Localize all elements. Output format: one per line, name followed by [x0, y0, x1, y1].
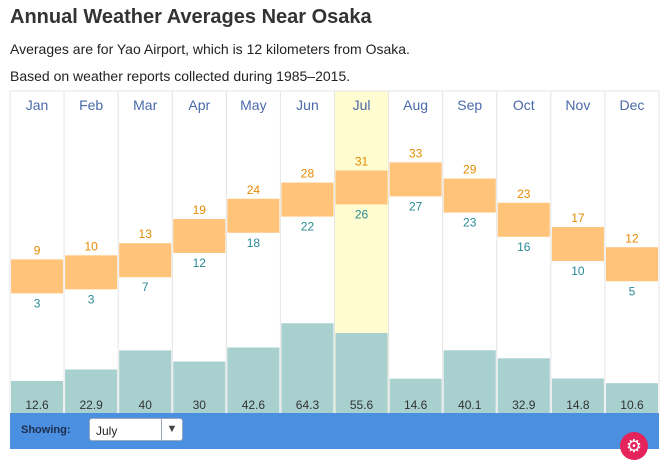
chevron-down-icon[interactable]: ▼ — [161, 419, 182, 440]
temp-band — [389, 162, 442, 197]
high-temp-label: 23 — [517, 187, 531, 201]
low-temp-label: 18 — [247, 236, 261, 250]
high-temp-label: 10 — [84, 239, 98, 253]
temp-band — [605, 247, 658, 282]
precip-bar — [281, 323, 334, 413]
month-label: Jan — [26, 97, 49, 113]
month-label: Aug — [403, 97, 428, 113]
precip-value: 55.6 — [350, 398, 374, 412]
low-temp-label: 3 — [88, 292, 95, 306]
month-label: Mar — [133, 97, 157, 113]
month-select-value: July — [96, 424, 118, 438]
month-label: Nov — [565, 97, 590, 113]
temp-band — [335, 170, 388, 205]
high-temp-label: 29 — [463, 163, 477, 177]
precip-value: 64.3 — [296, 398, 320, 412]
precip-value: 40 — [139, 398, 153, 412]
month-label: Jun — [296, 97, 319, 113]
temp-band — [227, 198, 280, 233]
precip-bar — [119, 350, 172, 413]
period-note: Based on weather reports collected durin… — [10, 68, 351, 84]
temp-band — [173, 218, 226, 253]
temp-band — [551, 227, 604, 262]
month-label: Dec — [620, 97, 645, 113]
high-temp-label: 28 — [301, 167, 315, 181]
precip-bar — [551, 378, 604, 413]
month-label: Feb — [79, 97, 103, 113]
precip-bar — [335, 332, 388, 413]
precip-value: 12.6 — [25, 398, 49, 412]
high-temp-label: 12 — [625, 231, 639, 245]
low-temp-label: 5 — [629, 284, 636, 298]
high-temp-label: 24 — [247, 183, 261, 197]
high-temp-label: 31 — [355, 154, 369, 168]
precip-bar — [65, 369, 118, 413]
temp-band — [119, 243, 172, 278]
low-temp-label: 23 — [463, 216, 477, 230]
low-temp-label: 26 — [355, 207, 369, 221]
showing-label: Showing: — [21, 424, 71, 436]
month-toolbar: Showing: July ▼ — [10, 413, 659, 449]
temp-band — [497, 202, 550, 237]
high-temp-label: 9 — [34, 243, 41, 257]
month-label: Oct — [513, 97, 535, 113]
month-select[interactable]: July ▼ — [89, 418, 183, 441]
month-label: Apr — [188, 97, 210, 113]
page-title: Annual Weather Averages Near Osaka — [10, 6, 372, 28]
precip-value: 40.1 — [458, 398, 482, 412]
high-temp-label: 17 — [571, 211, 585, 225]
low-temp-label: 12 — [193, 256, 207, 270]
precip-value: 22.9 — [79, 398, 103, 412]
temp-band — [11, 259, 64, 294]
location-note: Averages are for Yao Airport, which is 1… — [10, 41, 410, 57]
precip-value: 30 — [193, 398, 207, 412]
high-temp-label: 19 — [193, 203, 207, 217]
precip-value: 14.6 — [404, 398, 428, 412]
precip-bar — [227, 347, 280, 413]
high-temp-label: 33 — [409, 146, 423, 160]
precip-value: 14.8 — [566, 398, 590, 412]
gear-icon[interactable]: ⚙ — [620, 432, 648, 460]
precip-value: 42.6 — [242, 398, 266, 412]
precip-bar — [443, 350, 496, 413]
month-label: May — [240, 97, 266, 113]
precip-bar — [389, 378, 442, 413]
month-label: Sep — [457, 97, 482, 113]
precip-bar — [11, 380, 64, 413]
precip-bar — [497, 358, 550, 413]
precip-value: 32.9 — [512, 398, 536, 412]
low-temp-label: 27 — [409, 199, 423, 213]
low-temp-label: 22 — [301, 220, 315, 234]
precip-bar — [605, 383, 658, 413]
low-temp-label: 7 — [142, 280, 149, 294]
precip-bar — [173, 361, 226, 413]
temp-band — [443, 178, 496, 213]
precip-value: 10.6 — [620, 398, 644, 412]
temp-band — [65, 255, 118, 290]
temp-band — [281, 182, 334, 217]
high-temp-label: 13 — [139, 227, 153, 241]
low-temp-label: 10 — [571, 264, 585, 278]
weather-chart: Jan 12.6 9 3 Feb 22.9 10 3 Mar 40 13 7 Apr 30 19 12 May 4… — [9, 90, 660, 413]
low-temp-label: 16 — [517, 240, 531, 254]
low-temp-label: 3 — [34, 296, 41, 310]
month-label: Jul — [353, 97, 371, 113]
